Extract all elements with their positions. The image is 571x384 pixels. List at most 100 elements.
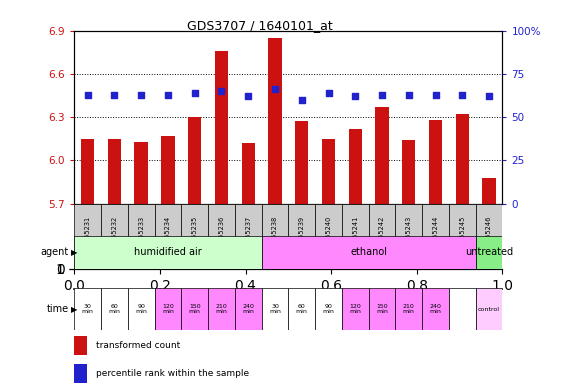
Bar <box>288 204 315 269</box>
Text: time: time <box>46 304 69 314</box>
Bar <box>128 288 155 330</box>
Bar <box>235 204 262 269</box>
Bar <box>161 136 175 204</box>
Bar <box>74 364 87 382</box>
Text: ▶: ▶ <box>71 248 78 257</box>
Bar <box>315 288 342 330</box>
Text: GSM455233: GSM455233 <box>138 216 144 256</box>
Bar <box>476 288 502 330</box>
Text: GSM455241: GSM455241 <box>352 216 358 256</box>
Text: GSM455240: GSM455240 <box>325 216 332 257</box>
Bar <box>188 117 202 204</box>
Point <box>271 86 280 93</box>
Text: GSM455246: GSM455246 <box>486 216 492 257</box>
Bar <box>108 139 121 204</box>
Bar <box>155 204 182 269</box>
Text: GSM455244: GSM455244 <box>433 216 439 257</box>
Bar <box>295 121 308 204</box>
Text: 30
min: 30 min <box>82 304 94 314</box>
Bar <box>482 178 496 204</box>
Point <box>458 91 467 98</box>
Text: 60
min: 60 min <box>108 304 120 314</box>
Bar <box>288 288 315 330</box>
Text: agent: agent <box>41 247 69 258</box>
Text: control: control <box>478 306 500 312</box>
Bar <box>476 204 502 269</box>
Bar <box>476 236 502 269</box>
Text: 210
min: 210 min <box>403 304 415 314</box>
Bar <box>81 139 94 204</box>
Point <box>377 91 387 98</box>
Point <box>190 90 199 96</box>
Point <box>324 90 333 96</box>
Bar <box>182 204 208 269</box>
Point <box>297 97 306 103</box>
Text: percentile rank within the sample: percentile rank within the sample <box>96 369 249 378</box>
Text: 120
min: 120 min <box>162 304 174 314</box>
Text: transformed count: transformed count <box>96 341 180 350</box>
Text: GSM455243: GSM455243 <box>406 216 412 256</box>
Text: 240
min: 240 min <box>242 304 254 314</box>
Text: 90
min: 90 min <box>323 304 335 314</box>
Bar <box>215 51 228 204</box>
Bar <box>74 204 101 269</box>
Bar <box>369 288 395 330</box>
Bar <box>422 288 449 330</box>
Text: GSM455231: GSM455231 <box>85 216 91 256</box>
Text: humidified air: humidified air <box>134 247 202 258</box>
Point <box>83 91 92 98</box>
Point <box>431 91 440 98</box>
Point <box>404 91 413 98</box>
Bar <box>422 204 449 269</box>
Point <box>136 91 146 98</box>
Bar <box>262 204 288 269</box>
Text: GSM455236: GSM455236 <box>219 216 224 256</box>
Bar <box>128 204 155 269</box>
Text: 240
min: 240 min <box>429 304 441 314</box>
Bar <box>262 288 288 330</box>
Text: 120
min: 120 min <box>349 304 361 314</box>
Point <box>485 93 494 99</box>
Text: GSM455245: GSM455245 <box>459 216 465 257</box>
Bar <box>342 204 369 269</box>
Text: GSM455239: GSM455239 <box>299 216 305 256</box>
Text: GSM455238: GSM455238 <box>272 216 278 256</box>
Point <box>217 88 226 94</box>
Bar <box>155 288 182 330</box>
Text: GSM455232: GSM455232 <box>111 216 118 256</box>
Bar <box>369 204 395 269</box>
Bar <box>101 204 128 269</box>
Bar <box>268 38 282 204</box>
Bar <box>74 336 87 355</box>
Bar <box>262 236 476 269</box>
Bar <box>208 288 235 330</box>
Bar <box>342 288 369 330</box>
Text: 150
min: 150 min <box>376 304 388 314</box>
Text: 210
min: 210 min <box>215 304 227 314</box>
Bar <box>74 236 262 269</box>
Bar <box>375 107 389 204</box>
Bar <box>456 114 469 204</box>
Bar <box>101 288 128 330</box>
Text: 30
min: 30 min <box>269 304 281 314</box>
Text: ▶: ▶ <box>71 305 78 314</box>
Bar <box>402 140 416 204</box>
Text: GSM455235: GSM455235 <box>192 216 198 256</box>
Bar <box>242 143 255 204</box>
Point <box>110 91 119 98</box>
Text: GDS3707 / 1640101_at: GDS3707 / 1640101_at <box>187 19 333 32</box>
Bar <box>449 288 476 330</box>
Text: GSM455234: GSM455234 <box>165 216 171 256</box>
Point <box>351 93 360 99</box>
Text: GSM455242: GSM455242 <box>379 216 385 257</box>
Bar <box>315 204 342 269</box>
Text: GSM455237: GSM455237 <box>245 216 251 256</box>
Text: 150
min: 150 min <box>189 304 200 314</box>
Bar <box>429 120 443 204</box>
Point <box>163 91 172 98</box>
Bar <box>395 204 422 269</box>
Text: untreated: untreated <box>465 247 513 258</box>
Bar <box>235 288 262 330</box>
Bar <box>395 288 422 330</box>
Text: 90
min: 90 min <box>135 304 147 314</box>
